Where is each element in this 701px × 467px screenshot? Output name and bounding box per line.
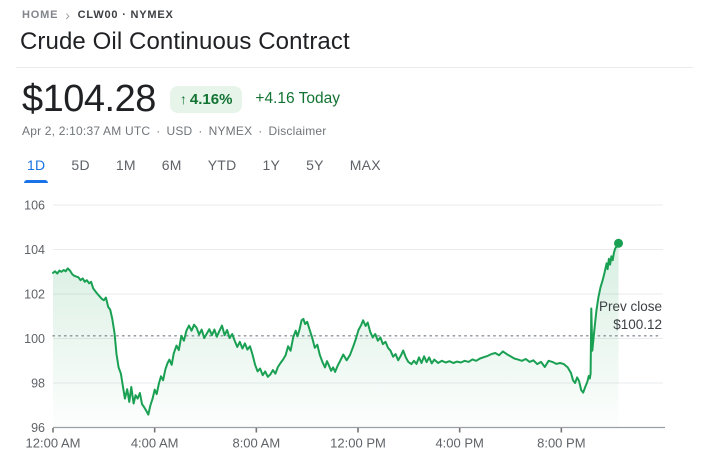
- tab-1y[interactable]: 1Y: [251, 150, 291, 183]
- tab-1m[interactable]: 1M: [105, 150, 147, 183]
- prev-close-value: $100.12: [613, 317, 662, 332]
- breadcrumb-symbol: CLW00 · NYMEX: [77, 9, 174, 21]
- change-today: +4.16 Today: [255, 90, 341, 107]
- meta-separator: ·: [198, 124, 203, 138]
- tab-max[interactable]: MAX: [339, 150, 392, 183]
- x-axis-label: 12:00 PM: [330, 436, 386, 451]
- chart-area-fill: [53, 243, 619, 428]
- x-axis-label: 4:00 PM: [435, 436, 483, 451]
- x-axis-label: 8:00 AM: [232, 436, 280, 451]
- tab-5y[interactable]: 5Y: [295, 150, 335, 183]
- chart-last-price-dot: [614, 238, 624, 248]
- x-axis-label: 8:00 PM: [537, 436, 585, 451]
- current-price: $104.28: [22, 78, 156, 120]
- disclaimer-link[interactable]: Disclaimer: [268, 124, 327, 138]
- y-axis-label: 98: [31, 377, 45, 391]
- meta-separator: ·: [258, 124, 263, 138]
- tab-1d[interactable]: 1D: [16, 150, 56, 183]
- quote-exchange: NYMEX: [208, 124, 253, 138]
- tab-5d[interactable]: 5D: [60, 150, 100, 183]
- change-percent-badge: ↑ 4.16%: [169, 85, 243, 113]
- x-axis-label: 4:00 AM: [131, 436, 179, 451]
- y-axis-label: 102: [24, 288, 45, 302]
- y-axis-label: 100: [24, 332, 45, 346]
- quote-currency: USD: [166, 124, 193, 138]
- y-axis-label: 96: [31, 421, 45, 435]
- tab-ytd[interactable]: YTD: [197, 150, 248, 183]
- y-axis-label: 104: [24, 243, 45, 257]
- breadcrumb-chevron-icon: ›: [65, 7, 71, 23]
- page-title: Crude Oil Continuous Contract: [20, 28, 350, 55]
- breadcrumb-home-link[interactable]: HOME: [22, 9, 59, 21]
- price-chart[interactable]: 96 98 100 102 104 106 12:00 AM 4:00 AM 8:00 AM 12…: [0, 190, 701, 462]
- title-divider: [16, 67, 693, 68]
- tab-6m[interactable]: 6M: [151, 150, 193, 183]
- chart-price-line: [52, 242, 620, 416]
- y-axis-label: 106: [24, 199, 45, 213]
- quote-header: $104.28 ↑ 4.16% +4.16 Today: [22, 80, 340, 118]
- prev-close-label: Prev close: [599, 299, 662, 314]
- change-percent-value: 4.16%: [189, 90, 233, 108]
- meta-separator: ·: [156, 124, 161, 138]
- arrow-up-icon: ↑: [179, 91, 187, 107]
- quote-timestamp: Apr 2, 2:10:37 AM UTC: [22, 124, 151, 138]
- quote-meta: Apr 2, 2:10:37 AM UTC · USD · NYMEX · Di…: [22, 124, 327, 138]
- breadcrumb: HOME › CLW00 · NYMEX: [22, 8, 174, 22]
- x-axis-label: 12:00 AM: [26, 436, 81, 451]
- chart-container: 96 98 100 102 104 106 12:00 AM 4:00 AM 8:00 AM 12…: [0, 190, 701, 462]
- time-range-tabs: 1D 5D 1M 6M YTD 1Y 5Y MAX: [16, 150, 392, 183]
